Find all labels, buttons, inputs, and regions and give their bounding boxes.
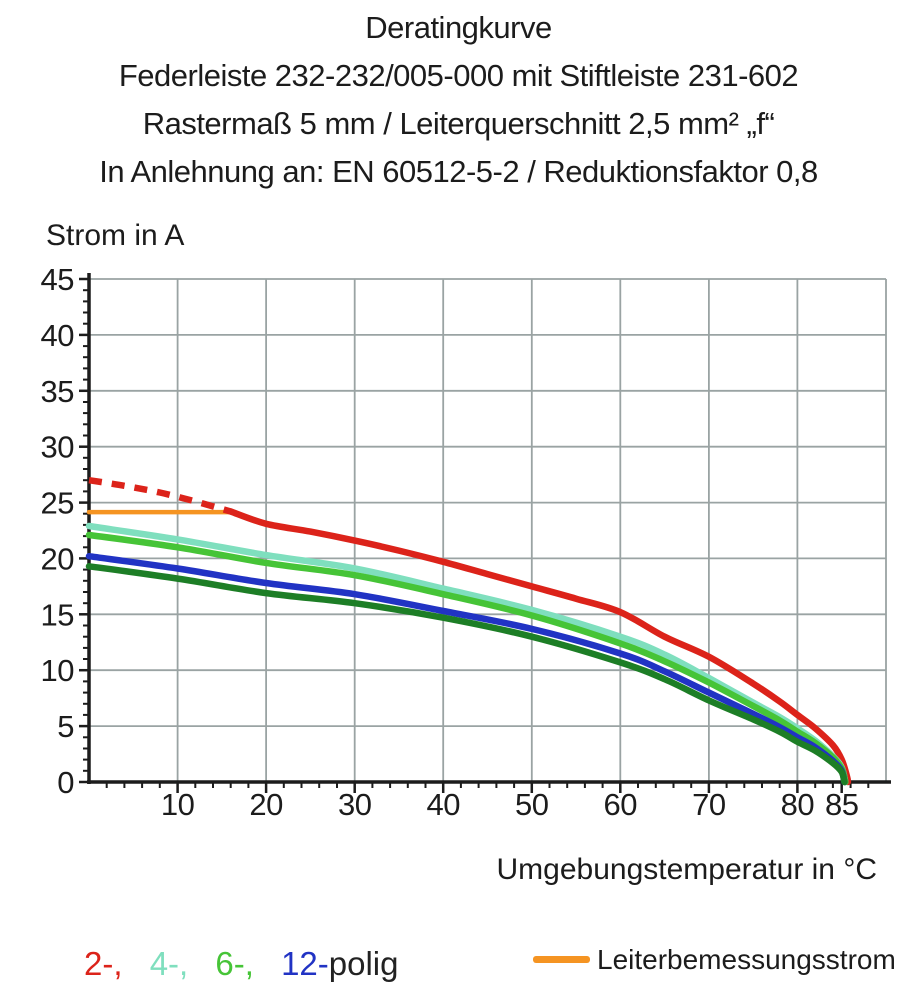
- legend-poles: 2-, 4-, 6-, 12-polig: [84, 945, 399, 983]
- y-tick-label: 10: [41, 653, 75, 688]
- y-axis-title: Strom in A: [46, 219, 185, 252]
- title-line-4: In Anlehnung an: EN 60512-5-2 / Reduktio…: [99, 154, 818, 189]
- title-line-1: Deratingkurve: [365, 10, 552, 45]
- x-tick-label: 70: [692, 787, 726, 822]
- x-tick-label: 30: [338, 787, 372, 822]
- y-tick-label: 5: [57, 709, 74, 744]
- y-tick-label: 45: [41, 262, 74, 297]
- title-line-3: Rastermaß 5 mm / Leiterquerschnitt 2,5 m…: [142, 106, 775, 141]
- x-tick-label: 20: [249, 787, 283, 822]
- x-tick-label: 85: [825, 787, 858, 822]
- curve-dunkelgruene-kurve: [85, 563, 848, 786]
- y-tick-label: 20: [41, 541, 75, 576]
- legend-item-2polig: 2-,: [84, 945, 123, 982]
- curve-2-polig: [227, 508, 852, 786]
- x-tick-label: 80: [781, 787, 815, 822]
- y-tick-label: 30: [41, 430, 75, 465]
- legend-item-12polig: 12-: [281, 945, 329, 982]
- y-tick-label: 35: [41, 374, 74, 409]
- x-tick-label: 60: [604, 787, 638, 822]
- legend-suffix-polig: polig: [328, 945, 399, 982]
- x-tick-label: 40: [426, 787, 460, 822]
- curve-4-polig: [85, 522, 849, 786]
- x-tick-label: 10: [161, 787, 195, 822]
- chart-title-block: Deratingkurve Federleiste 232-232/005-00…: [0, 4, 917, 196]
- y-tick-label: 40: [41, 318, 75, 353]
- legend-item-4polig: 4-,: [149, 945, 189, 982]
- legend-item-6polig: 6-,: [215, 945, 254, 982]
- curve-2-polig-dashed: [88, 476, 232, 515]
- y-tick-label: 15: [41, 597, 74, 632]
- curve-6-polig: [85, 531, 849, 786]
- y-tick-label: 25: [41, 486, 74, 521]
- rated-current-label: Leiterbemessungsstrom: [597, 944, 896, 975]
- rated-current-line-swatch: [533, 956, 590, 963]
- x-axis-title: Umgebungstemperatur in °C: [496, 853, 877, 886]
- title-line-2: Federleiste 232-232/005-000 mit Stiftlei…: [118, 58, 799, 93]
- x-tick-label: 50: [515, 787, 549, 822]
- y-tick-label: 0: [57, 765, 74, 800]
